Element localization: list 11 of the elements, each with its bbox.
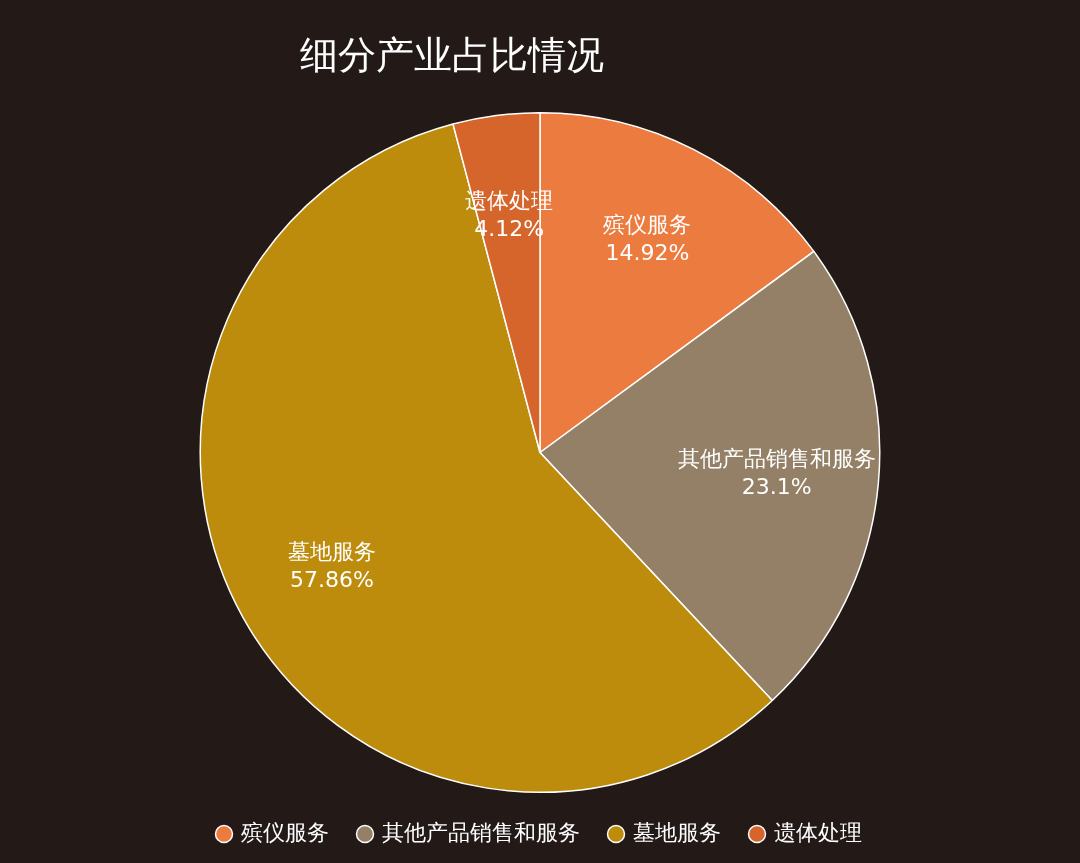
data-label: 14.92% xyxy=(605,240,690,266)
slice-label: 殡仪服务 xyxy=(603,212,692,238)
chart-title: 细分产业占比情况 xyxy=(300,32,604,79)
legend-label: 遗体处理 xyxy=(774,819,862,845)
data-label: 57.86% xyxy=(290,567,374,593)
slice-label: 墓地服务 xyxy=(287,539,376,565)
legend-label: 墓地服务 xyxy=(633,819,721,845)
slice-label: 其他产品销售和服务 xyxy=(677,446,876,472)
data-label: 23.1% xyxy=(741,474,812,500)
legend-label: 其他产品销售和服务 xyxy=(382,819,580,845)
legend-label: 殡仪服务 xyxy=(241,819,329,845)
